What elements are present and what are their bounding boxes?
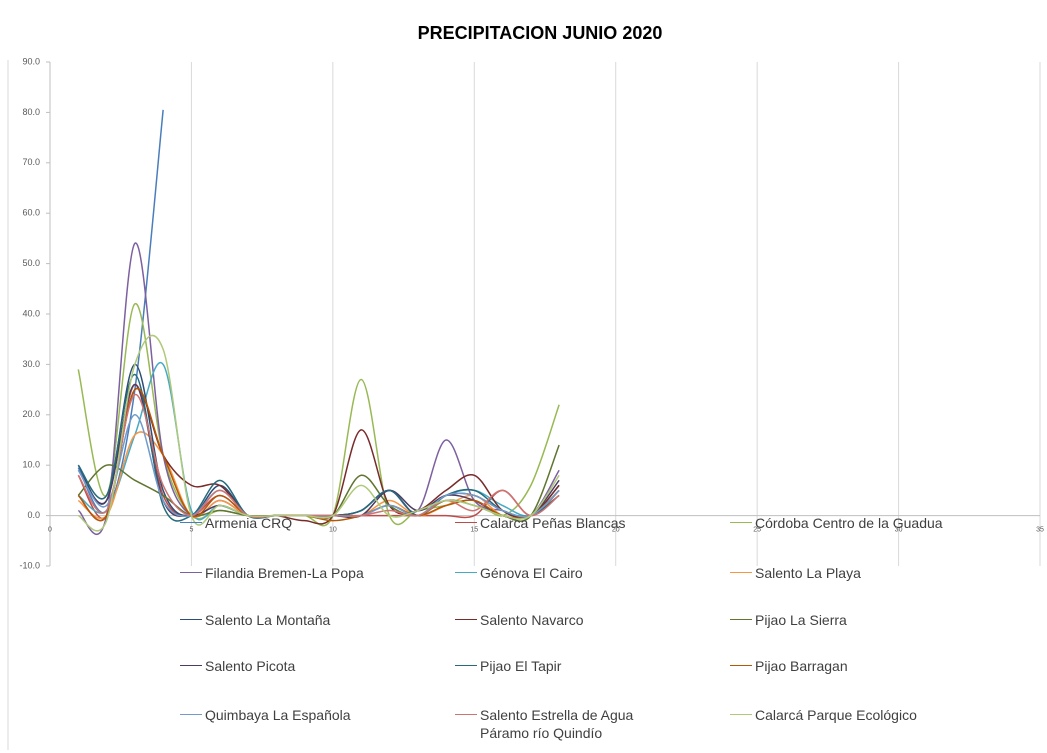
legend-label: Pijao Barragan	[755, 658, 848, 674]
y-tick-label: 50.0	[22, 258, 40, 268]
legend-swatch	[180, 522, 202, 523]
legend-item: Génova El Cairo	[455, 564, 705, 582]
x-tick-label: 25	[753, 526, 761, 533]
x-tick-label: 0	[48, 526, 52, 533]
chart-title: PRECIPITACION JUNIO 2020	[418, 23, 663, 43]
legend-swatch	[455, 572, 477, 573]
y-tick-label: 10.0	[22, 460, 40, 470]
legend-item: Salento La Montaña	[180, 611, 430, 629]
y-tick-label: 20.0	[22, 409, 40, 419]
legend-swatch	[180, 665, 202, 666]
legend-label: Salento Picota	[205, 658, 296, 674]
y-tick-label: 0.0	[27, 510, 40, 520]
y-tick-label: 80.0	[22, 107, 40, 117]
legend-item: Salento La Playa	[730, 564, 980, 582]
legend-label: Salento La Montaña	[205, 612, 331, 628]
series-line	[77, 334, 560, 532]
legend-item: Calarcá Parque Ecológico	[730, 706, 980, 724]
legend-item: Quimbaya La Española	[180, 706, 430, 724]
legend-label: Pijao El Tapir	[480, 658, 562, 674]
legend-label: Córdoba Centro de la Guadua	[755, 515, 943, 531]
y-tick-label: 60.0	[22, 208, 40, 218]
y-tick-label: 90.0	[22, 56, 40, 66]
legend-label: Armenia CRQ	[205, 515, 293, 531]
y-tick-label: 40.0	[22, 308, 40, 318]
legend-label: Calarca Peñas Blancas	[480, 515, 626, 531]
legend-swatch	[730, 714, 752, 715]
legend-swatch	[730, 522, 752, 523]
legend-item: Armenia CRQ	[180, 514, 430, 532]
legend-item: Salento Navarco	[455, 611, 705, 629]
legend-swatch	[730, 665, 752, 666]
x-tick-label: 15	[470, 526, 478, 533]
x-tick-label: 5	[189, 526, 193, 533]
legend-swatch	[455, 665, 477, 666]
legend-label: Salento Navarco	[480, 612, 584, 628]
legend-item: Salento Estrella de Agua Páramo río Quin…	[455, 706, 705, 742]
legend-label: Salento Estrella de Agua Páramo río Quin…	[480, 707, 634, 741]
legend-item: Salento Picota	[180, 657, 430, 675]
x-tick-label: 10	[329, 526, 337, 533]
legend-swatch	[180, 572, 202, 573]
y-tick-label: -10.0	[19, 560, 40, 570]
legend-swatch	[180, 619, 202, 620]
x-tick-label: 35	[1036, 526, 1044, 533]
x-tick-label: 30	[895, 526, 903, 533]
legend-swatch	[455, 619, 477, 620]
legend-item: Pijao La Sierra	[730, 611, 980, 629]
legend-label: Filandia Bremen-La Popa	[205, 565, 364, 581]
legend-label: Quimbaya La Española	[205, 707, 351, 723]
legend-item: Filandia Bremen-La Popa	[180, 564, 430, 582]
legend-swatch	[730, 619, 752, 620]
legend-item: Calarca Peñas Blancas	[455, 514, 705, 532]
legend-item: Córdoba Centro de la Guadua	[730, 514, 980, 532]
legend-item: Pijao El Tapir	[455, 657, 705, 675]
legend-swatch	[455, 522, 477, 523]
legend-label: Salento La Playa	[755, 565, 861, 581]
y-tick-label: 70.0	[22, 157, 40, 167]
legend-label: Génova El Cairo	[480, 565, 583, 581]
series-line	[77, 373, 560, 522]
legend-item: Pijao Barragan	[730, 657, 980, 675]
legend-label: Calarcá Parque Ecológico	[755, 707, 917, 723]
legend-swatch	[455, 714, 477, 715]
legend-swatch	[730, 572, 752, 573]
legend-swatch	[180, 714, 202, 715]
x-tick-label: 20	[612, 526, 620, 533]
legend-label: Pijao La Sierra	[755, 612, 847, 628]
y-tick-label: 30.0	[22, 359, 40, 369]
